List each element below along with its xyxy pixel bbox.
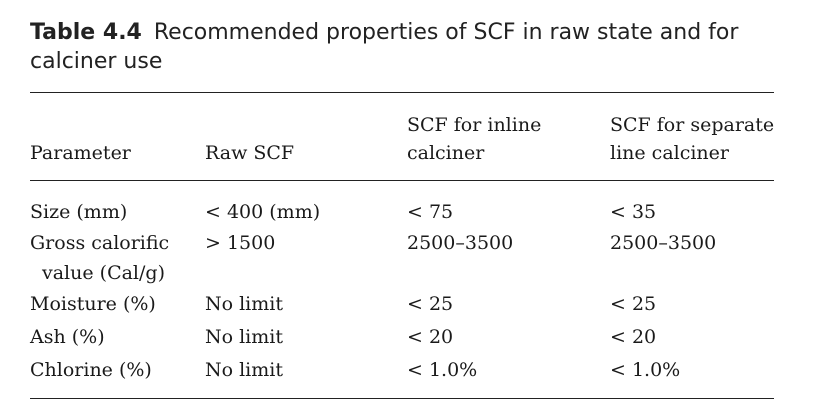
header-raw-scf: Raw SCF	[205, 142, 295, 164]
row-size-parameter: Size (mm)	[30, 201, 128, 223]
header-inline-calciner: SCF for inline calciner	[407, 111, 541, 167]
bottom-rule	[30, 398, 774, 399]
row-calorific-inline: 2500–3500	[407, 232, 514, 254]
row-calorific-parameter: Gross calorific	[30, 232, 170, 254]
header-separate-calciner: SCF for separate line calciner	[610, 111, 774, 167]
table-caption: Table 4.4 Recommended properties of SCF i…	[30, 18, 810, 76]
row-size-separate: < 35	[610, 201, 657, 223]
row-calorific-separate: 2500–3500	[610, 232, 717, 254]
row-ash-raw: No limit	[205, 326, 283, 348]
row-moisture-raw: No limit	[205, 293, 283, 315]
row-calorific-parameter-cont: value (Cal/g)	[42, 262, 165, 284]
header-inline-line1: SCF for inline	[407, 114, 542, 136]
row-size-raw: < 400 (mm)	[205, 201, 321, 223]
row-moisture-inline: < 25	[407, 293, 454, 315]
header-inline-line2: calciner	[407, 142, 485, 164]
row-size-inline: < 75	[407, 201, 454, 223]
row-ash-separate: < 20	[610, 326, 657, 348]
table-title: Recommended properties of SCF in raw sta…	[30, 20, 739, 74]
row-moisture-parameter: Moisture (%)	[30, 293, 156, 315]
row-ash-parameter: Ash (%)	[30, 326, 105, 348]
header-separate-line2: line calciner	[610, 142, 730, 164]
top-rule	[30, 92, 774, 93]
row-calorific-raw: > 1500	[205, 232, 276, 254]
row-ash-inline: < 20	[407, 326, 454, 348]
header-parameter: Parameter	[30, 142, 131, 164]
row-chlorine-raw: No limit	[205, 359, 283, 381]
row-moisture-separate: < 25	[610, 293, 657, 315]
row-chlorine-inline: < 1.0%	[407, 359, 478, 381]
table-number: Table 4.4	[30, 20, 142, 45]
row-chlorine-parameter: Chlorine (%)	[30, 359, 152, 381]
header-separate-line1: SCF for separate	[610, 114, 775, 136]
row-chlorine-separate: < 1.0%	[610, 359, 681, 381]
header-rule	[30, 180, 774, 181]
